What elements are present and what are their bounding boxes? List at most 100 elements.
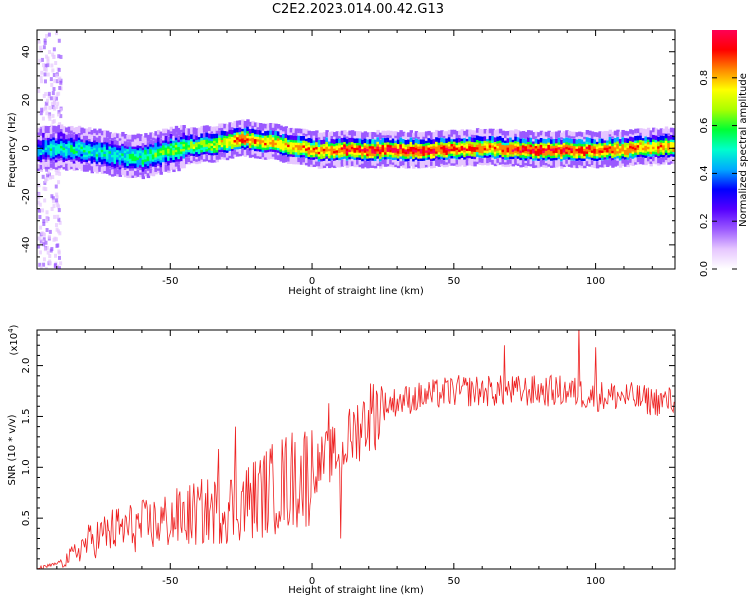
spectrogram-cell [662,150,666,155]
spectrogram-cell [455,152,459,158]
spectrogram-cell [251,135,255,141]
spectrogram-cell [547,152,551,158]
spectrogram-cell [315,156,319,162]
spectrogram-cell [560,164,564,169]
spectrogram-cell [572,138,577,144]
spectrogram-cell [233,152,237,157]
spectrogram-cell [59,141,64,146]
spectrogram-cell [598,138,602,144]
spectrogram-cell [197,159,202,164]
spectrogram-cell [162,160,166,165]
spectrogram-cell [274,123,278,129]
spectrogram-cell [595,132,600,137]
spectrogram-cell [598,140,602,146]
spectrogram-cell [310,133,314,139]
spectrogram-cell [46,250,50,255]
spectrogram-cell [412,142,416,147]
spectrogram-cell [631,132,636,138]
spectrogram-cell [432,148,436,154]
spectrogram-cell [54,167,58,172]
spectrogram-cell [223,147,227,153]
spectrogram-cell [435,139,439,145]
spectrogram-cell [185,145,189,150]
spectrogram-cell [481,146,485,151]
spectrogram-cell [626,140,630,146]
spectrogram-cell [575,134,579,140]
spectrogram-cell [55,79,59,84]
spectrogram-cell [631,161,636,167]
spectrogram-cell [213,138,217,144]
spectrogram-cell [588,147,592,153]
spectrogram-cell [116,145,120,151]
spectrogram-cell [634,157,638,163]
spectrogram-cell [514,146,518,151]
spectrogram-cell [583,161,587,166]
spectrogram-cell [167,132,171,137]
spectrogram-cell [539,159,544,165]
spectrogram-cell [248,133,253,139]
spectrogram-cell [621,129,625,135]
spectrogram-cell [146,151,151,157]
spectrogram-cell [190,141,194,147]
spectrogram-cell [67,165,72,170]
spectrogram-cell [519,162,523,168]
spectrogram-cell [496,148,500,154]
spectrogram-cell [350,142,355,147]
spectrogram-cell [544,163,549,168]
spectrogram-cell [294,152,299,158]
spectrogram-cell [75,136,79,142]
spectrogram-cell [371,163,375,168]
spectrogram-cell [394,148,398,153]
spectrogram-cell [70,140,74,146]
spectrogram-cell [223,135,227,141]
spectrogram-cell [98,164,102,170]
spectrogram-cell [606,143,610,148]
spectrogram-cell [47,172,51,177]
spectrogram-cell [274,152,278,158]
spectrogram-cell [649,130,653,135]
spectrogram-cell [53,95,57,100]
spectrogram-cell [54,61,58,66]
spectrogram-cell [105,169,110,174]
spectrogram-cell [361,159,365,164]
spectrogram-cell [266,133,271,138]
spectrogram-cell [49,129,54,135]
spectrogram-cell [486,158,490,164]
spectrogram-cell [90,132,94,138]
spectrogram-cell [128,163,133,169]
spectrogram-cell [340,145,345,150]
spectrogram-cell [276,145,281,151]
spectrogram-cell [88,165,92,171]
spectrogram-cell [657,132,661,137]
spectrogram-cell [39,135,43,141]
spectrogram-cell [343,144,347,150]
spectrogram-cell [588,140,592,145]
spectrogram-cell [516,158,521,164]
spectrogram-cell [373,142,378,147]
spectrogram-cell [353,157,357,163]
spectrogram-cell [187,157,191,163]
spectrogram-cell [588,159,592,165]
spectrogram-cell [422,146,426,152]
spectrogram-cell [652,151,656,157]
spectrogram-cell [213,126,217,132]
spectrogram-cell [55,223,59,228]
spectrogram-cell [207,136,212,141]
spectrogram-cell [529,161,533,167]
spectrogram-cell [167,158,171,164]
spectrogram-cell [126,163,130,169]
spectrogram-cell [430,146,434,152]
spectrogram-cell [218,152,222,158]
spectrogram-cell [483,141,487,146]
spectrogram-cell [126,158,130,164]
spectrogram-cell [169,126,174,132]
spectrogram-cell [256,151,260,157]
spectrogram-cell [506,155,510,160]
spectrogram-cell [95,142,100,147]
spectrogram-cell [414,160,419,165]
colorbar-tick-label: 0.2 [699,213,710,229]
spectrogram-cell [312,143,317,148]
spectrogram-cell [126,166,130,171]
spectrogram-cell [133,151,138,157]
spectrogram-cell [51,91,55,96]
